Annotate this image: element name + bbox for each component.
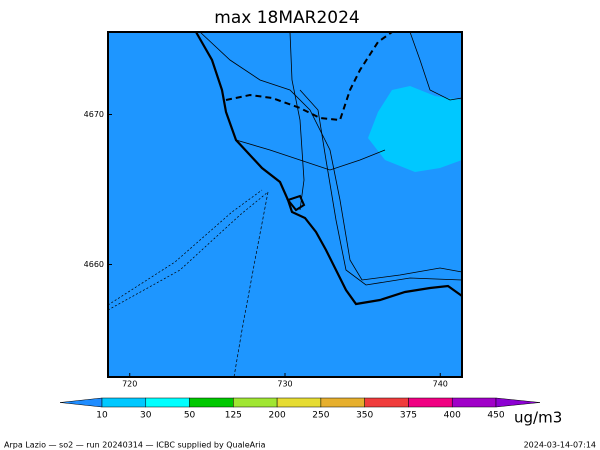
x-tick-label: 740 [433,380,448,389]
colorbar-label: 200 [269,411,286,421]
colorbar-unit: ug/m3 [514,409,562,427]
colorbar-label: 250 [312,411,329,421]
colorbar-bin [276,397,322,408]
colorbar-label: 400 [444,411,461,421]
x-tick-label: 730 [277,380,292,389]
footer-left: Arpa Lazio — so2 — run 20240314 — ICBC s… [4,441,266,450]
colorbar-label: 125 [225,411,242,421]
footer-right: 2024-03-14-07:14 [524,441,596,450]
colorbar-label: 350 [356,411,373,421]
x-tick-label: 720 [122,380,137,389]
colorbar-bin [320,397,365,408]
map-title: max 18MAR2024 [214,8,359,28]
map-area [108,32,462,377]
y-tick-label: 4670 [84,110,104,119]
plume-area [368,86,462,172]
map-lines [107,31,463,378]
colorbar-bin [189,397,234,408]
colorbar-bin [145,397,190,408]
colorbar-bin [101,397,147,408]
colorbar-bin [408,397,453,408]
colorbar-label: 30 [140,411,152,421]
colorbar-bin [364,397,409,408]
colorbar-under [59,397,103,408]
colorbar-bin [233,397,278,408]
colorbar-bin [451,397,497,408]
colorbar-over [495,397,541,408]
colorbar-label: 10 [96,411,108,421]
colorbar-label: 375 [400,411,417,421]
y-tick-label: 4660 [84,260,104,269]
colorbar-label: 450 [487,411,504,421]
colorbar-label: 50 [184,411,196,421]
